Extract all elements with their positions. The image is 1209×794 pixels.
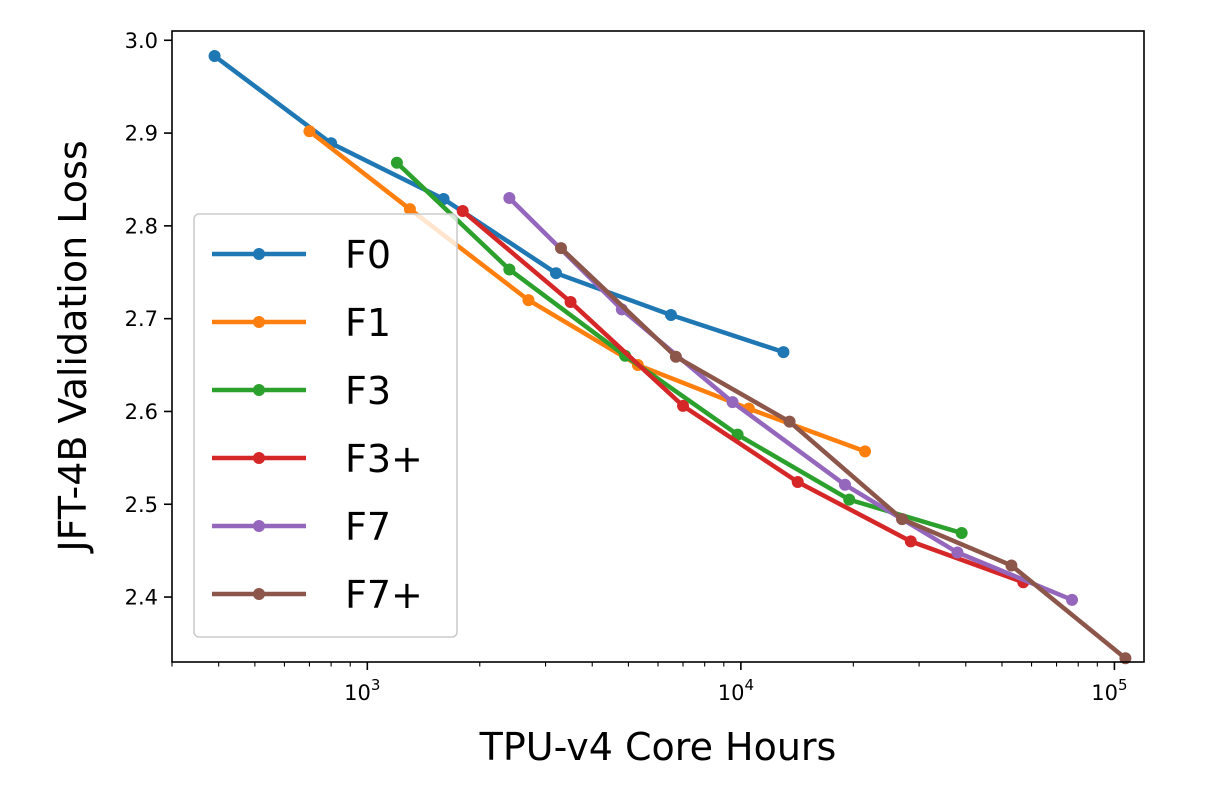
data-point-f0-5 [664, 308, 677, 321]
ticks-layer: 2.4 2.5 2.6 2.7 2.8 2.9 3.0 103 104 105 [125, 29, 1128, 705]
data-point-f7-plus-5 [1005, 559, 1018, 572]
data-point-f0-4 [550, 267, 563, 280]
data-point-f1-3 [522, 294, 535, 307]
data-point-f3-plus-5 [904, 535, 917, 548]
data-point-f3-5 [843, 493, 856, 506]
data-point-f7-plus-1 [555, 242, 568, 255]
legend-label: F7+ [345, 573, 423, 617]
data-point-f3-plus-2 [564, 295, 577, 308]
y-tick-label: 2.4 [125, 586, 158, 610]
legend-swatch-marker [253, 520, 265, 532]
data-point-f1-2 [403, 203, 416, 216]
x-tick-label: 103 [344, 676, 380, 705]
legend-swatch-marker [253, 316, 265, 328]
x-tick-label: 105 [1091, 676, 1127, 705]
legend-item-f3-plus: F3+ [212, 437, 423, 481]
series-line-f7-plus [557, 244, 1129, 662]
legend-swatch-marker [253, 588, 265, 600]
data-point-f3-plus-1 [456, 205, 469, 218]
data-point-f3-6 [955, 527, 968, 540]
data-point-f3-plus-4 [791, 475, 804, 488]
legend: F0 F1 F3 F3+ F7 F7+ [193, 213, 458, 638]
data-point-f7-plus-2 [669, 350, 682, 363]
legend-label: F1 [345, 301, 391, 345]
data-point-f7-4 [839, 478, 851, 491]
y-tick-label: 2.7 [125, 307, 158, 331]
series-f7-plus [555, 242, 1132, 665]
data-point-f7-1 [503, 192, 516, 205]
data-point-f7-5 [951, 546, 964, 559]
data-point-f0-6 [777, 346, 790, 359]
legend-swatch-marker [253, 452, 265, 464]
y-tick-label: 2.5 [125, 493, 158, 517]
y-tick-label: 2.8 [125, 214, 158, 238]
series-f3 [390, 156, 968, 540]
y-tick-label: 2.9 [125, 122, 158, 146]
legend-item-f7: F7 [212, 505, 391, 549]
legend-item-f1: F1 [212, 301, 391, 345]
data-point-f7-3 [726, 396, 739, 409]
series-line-f3 [393, 159, 965, 536]
data-point-f3-2 [503, 263, 516, 276]
data-point-f1-6 [859, 445, 872, 458]
data-point-f7-6 [1066, 593, 1079, 606]
x-tick-label: 104 [718, 676, 754, 705]
legend-label: F7 [345, 505, 391, 549]
y-tick-label: 3.0 [125, 29, 158, 53]
legend-swatch-marker [253, 384, 265, 396]
data-point-f1-1 [303, 125, 316, 138]
y-axis-label: JFT-4B Validation Loss [51, 140, 95, 553]
legend-item-f0: F0 [212, 233, 391, 277]
legend-item-f7-plus: F7+ [212, 573, 423, 617]
legend-label: F0 [345, 233, 391, 277]
series-line-f1 [306, 128, 868, 455]
y-tick-label: 2.6 [125, 400, 158, 424]
series-f3-plus [456, 205, 1030, 589]
series-line-f3-plus [459, 207, 1027, 586]
data-point-f3-plus-3 [677, 399, 690, 412]
series-layer [208, 50, 1132, 665]
x-axis-label: TPU-v4 Core Hours [479, 725, 837, 769]
legend-swatch-marker [253, 248, 265, 260]
legend-label: F3+ [345, 437, 423, 481]
legend-item-f3: F3 [212, 369, 391, 413]
data-point-f0-1 [208, 50, 221, 63]
data-point-f3-1 [390, 156, 403, 169]
data-point-f7-plus-3 [783, 415, 796, 428]
data-point-f7-plus-4 [896, 513, 909, 526]
legend-label: F3 [345, 369, 391, 413]
